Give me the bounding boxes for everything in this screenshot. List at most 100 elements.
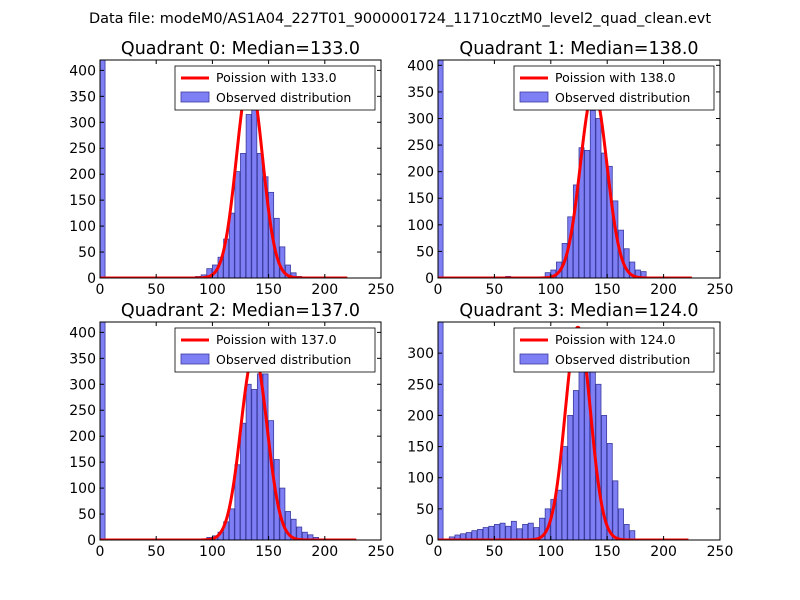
histogram-bar: [256, 373, 263, 540]
legend-bar-swatch: [519, 91, 549, 103]
histogram-bar: [301, 531, 308, 540]
legend-label-poisson: Poission with 137.0: [216, 332, 337, 347]
y-tick-label: 100: [69, 219, 96, 235]
histogram-bar: [228, 508, 235, 540]
poisson-curve: [438, 325, 690, 540]
x-tick-label: 50: [147, 282, 165, 298]
histogram-bar: [510, 520, 517, 540]
legend-label-poisson: Poission with 133.0: [216, 70, 337, 85]
x-tick-label: 150: [594, 544, 621, 560]
y-tick-label: 150: [69, 455, 96, 471]
histogram-bar: [516, 528, 523, 540]
histogram-bar: [438, 322, 444, 540]
y-tick-label: 350: [69, 351, 96, 367]
y-tick-label: 150: [407, 440, 434, 456]
histogram-bar: [527, 522, 534, 540]
histogram-bar: [595, 118, 602, 278]
y-tick-label: 250: [69, 141, 96, 157]
y-tick-label: 400: [69, 325, 96, 341]
x-tick-label: 200: [311, 544, 338, 560]
histogram-bar: [228, 212, 235, 278]
y-tick-label: 100: [407, 218, 434, 234]
y-tick-label: 50: [78, 245, 96, 261]
x-tick-label: 50: [147, 544, 165, 560]
histogram-bar: [471, 530, 478, 540]
legend-label-poisson: Poission with 138.0: [555, 70, 676, 85]
legend-box: [174, 65, 376, 111]
histogram-bar: [601, 152, 608, 278]
y-tick-label: 50: [78, 507, 96, 523]
histogram-bar: [290, 518, 297, 540]
x-tick-label: 0: [434, 282, 443, 298]
x-tick-label: 0: [434, 544, 443, 560]
x-tick-label: 50: [485, 282, 503, 298]
legend-box: [174, 327, 376, 373]
histogram-bar: [499, 522, 506, 540]
legend-bar-swatch: [519, 353, 549, 365]
axes-frame: [99, 321, 382, 541]
histogram-bar: [438, 60, 444, 278]
histogram-bar: [623, 524, 630, 540]
histogram-bar: [245, 383, 252, 540]
histogram-bar: [539, 517, 545, 540]
x-tick-label: 200: [650, 544, 677, 560]
x-tick-label: 200: [650, 282, 677, 298]
y-tick-label: 0: [425, 271, 434, 287]
axes-frame: [437, 321, 721, 541]
quadrant-3-title: Quadrant 3: Median=124.0: [459, 301, 698, 321]
y-tick-label: 400: [69, 63, 96, 79]
histogram-bar: [606, 443, 613, 540]
histogram-bar: [522, 524, 529, 540]
quadrant-1-panel: Quadrant 1: Median=138.0 0 50 100 150 200 250 0…: [407, 39, 733, 298]
y-tick-label: 400: [407, 58, 434, 74]
y-tick-label: 350: [69, 89, 96, 105]
y-tick-label: 300: [69, 377, 96, 393]
quadrant-0-title: Quadrant 0: Median=133.0: [121, 39, 360, 59]
x-tick-label: 100: [537, 544, 564, 560]
y-tick-label: 250: [407, 138, 434, 154]
histogram-bar: [251, 98, 258, 278]
quadrant-0-panel: Quadrant 0: Median=133.0 0 50 100 150 200 250 0…: [69, 39, 394, 298]
y-tick-label: 200: [69, 429, 96, 445]
y-tick-label: 50: [416, 244, 434, 260]
y-tick-label: 300: [69, 115, 96, 131]
x-tick-label: 150: [255, 282, 282, 298]
figure-suptitle: Data file: modeM0/AS1A04_227T01_90000017…: [89, 11, 711, 27]
histogram-bar: [100, 322, 106, 540]
x-tick-label: 0: [96, 282, 105, 298]
histogram-bar: [567, 415, 574, 540]
quadrant-3-panel: Quadrant 3: Median=124.0 0 50 100 150 200 250 0…: [407, 301, 733, 560]
quadrant-3-plot-area: [438, 322, 690, 540]
legend-bar-swatch: [180, 353, 210, 365]
histogram-bar: [629, 530, 636, 540]
histogram-bar: [240, 153, 246, 278]
histogram-bar: [448, 536, 455, 540]
histogram-bar: [578, 349, 585, 540]
y-tick-label: 100: [407, 471, 434, 487]
histogram-bar: [589, 110, 596, 278]
histogram-bar: [488, 525, 495, 540]
quadrant-1-title: Quadrant 1: Median=138.0: [459, 39, 698, 59]
histogram-bar: [561, 446, 568, 540]
legend-box: [513, 65, 715, 111]
histogram-bar: [556, 489, 562, 540]
axes-frame: [437, 59, 721, 279]
histogram-bar: [245, 114, 252, 278]
legend-label-observed: Observed distribution: [216, 352, 351, 367]
y-tick-label: 250: [407, 377, 434, 393]
legend-bar-swatch: [180, 91, 210, 103]
legend-box: [513, 327, 715, 373]
quadrant-1-legend: Poission with 138.0 Observed distribution: [513, 65, 715, 111]
poisson-curve: [100, 352, 358, 540]
histogram-bar: [505, 525, 512, 540]
y-tick-label: 300: [407, 111, 434, 127]
histogram-bar: [612, 480, 619, 540]
histogram-bar: [240, 422, 246, 540]
y-tick-label: 200: [407, 408, 434, 424]
y-tick-label: 0: [87, 271, 96, 287]
quadrant-2-panel: Quadrant 2: Median=137.0 0 50 100 150 200 250 0…: [69, 301, 394, 560]
y-tick-label: 200: [407, 165, 434, 181]
histogram-bar: [262, 373, 269, 540]
quadrant-0-legend: Poission with 133.0 Observed distribution: [174, 65, 376, 111]
histogram-bar: [234, 171, 241, 278]
